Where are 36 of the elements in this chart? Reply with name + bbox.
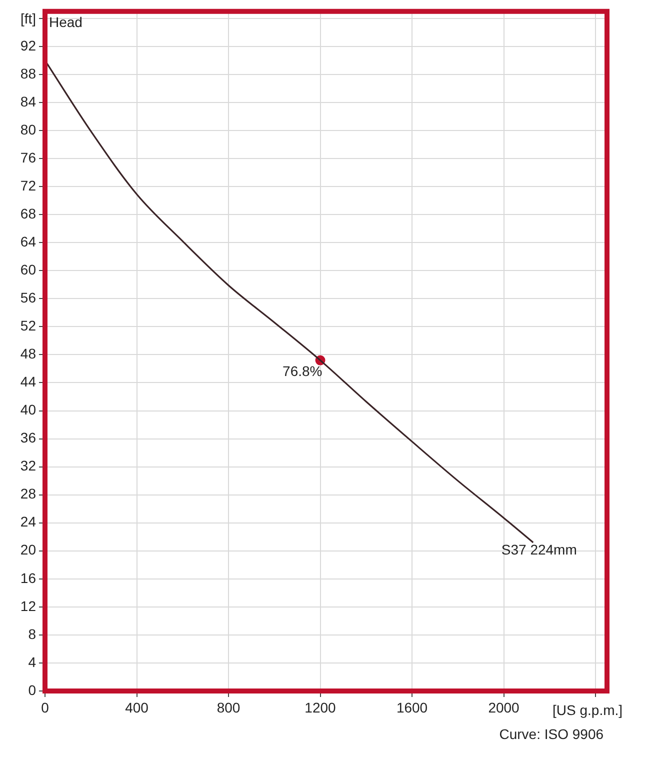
y-tick-label: 36 [20, 430, 36, 446]
chart-title: Head [49, 14, 82, 30]
x-tick-label: 800 [216, 699, 240, 716]
x-tick-label: 1600 [396, 699, 428, 716]
text: Curve: ISO 9906 [499, 726, 604, 742]
y-axis-title: [ft] [20, 10, 36, 27]
x-axis-title: [US g.p.m.] [552, 702, 623, 718]
y-tick-label: 20 [20, 542, 36, 558]
y-tick-label: 40 [20, 402, 36, 418]
y-tick-label: 80 [20, 121, 36, 138]
y-tick-label: 72 [20, 177, 36, 194]
annotation: 76.8% [282, 363, 322, 380]
x-tick-label: 2000 [488, 699, 520, 716]
y-tick-label: 24 [20, 514, 36, 530]
y-tick-label: 56 [20, 290, 36, 306]
series-label: S37 224mm [501, 541, 577, 558]
y-tick-label: 12 [20, 598, 36, 614]
y-tick-label: 84 [20, 93, 36, 110]
y-tick-label: 52 [20, 318, 36, 334]
y-tick-label: 92 [20, 37, 36, 54]
y-tick-label: 60 [20, 261, 36, 278]
y-tick-label: 64 [20, 233, 36, 250]
x-tick-label: 1200 [304, 699, 336, 716]
x-tick-label: 400 [125, 699, 149, 716]
y-tick-label: 44 [20, 374, 36, 390]
y-tick-label: 48 [20, 346, 36, 362]
y-tick-label: 4 [28, 654, 36, 670]
y-tick-label: 88 [20, 65, 36, 82]
y-tick-label: 28 [20, 486, 36, 502]
y-tick-label: 0 [28, 682, 36, 698]
y-tick-label: 16 [20, 570, 36, 586]
x-tick-label: 0 [41, 699, 50, 716]
y-tick-label: 32 [20, 458, 36, 474]
y-tick-label: 8 [28, 626, 36, 642]
y-tick-label: 76 [20, 149, 36, 166]
y-tick-label: 68 [20, 205, 36, 222]
